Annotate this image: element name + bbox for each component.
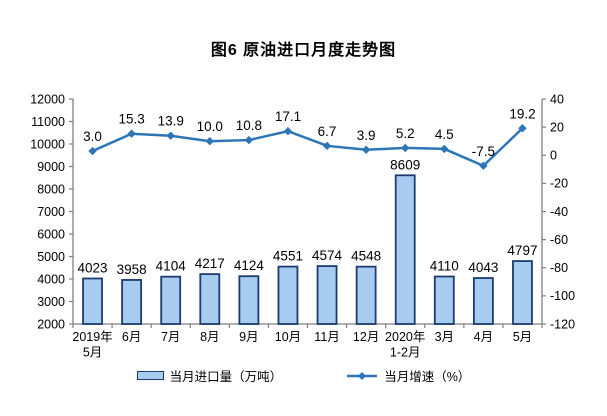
line-marker [479,161,488,170]
bar-value-label: 4551 [273,249,303,264]
bar-value-label: 4217 [195,256,225,271]
line-marker [283,127,293,136]
bar-value-label: 4548 [351,249,381,264]
x-category-label: 12月 [353,330,379,344]
y-left-tick-label: 12000 [30,92,65,106]
bar [160,275,182,325]
line-marker [88,146,97,156]
x-category-label: 10月 [275,330,301,344]
line-value-label: -7.5 [472,144,495,159]
y-right-tick-label: -120 [550,317,575,331]
x-category-label: 9月 [239,330,258,344]
bar-value-label: 4797 [507,243,537,258]
line-value-label: 15.3 [118,112,144,127]
legend-diamond-glyph [358,371,367,380]
bar [512,260,533,325]
legend-bar-label: 当月进口量（万吨） [169,370,283,384]
bar [316,265,338,325]
x-category-label: 11月 [314,330,339,344]
line-value-label: 10.0 [197,119,223,134]
line-value-label: 3.9 [357,128,376,143]
x-category-label: 3月 [435,330,454,344]
y-right-tick-label: -60 [550,233,568,247]
line-marker [127,129,136,138]
y-right-tick-label: 0 [550,149,557,163]
bar-value-label: 4043 [468,260,498,275]
x-category-label: 5月 [513,330,532,344]
chart-canvas: 2000 3000 4000 5000 6000 7000 8000 9000 10000 110… [30,92,575,360]
y-left-tick-label: 6000 [37,227,65,241]
line-series-swatch-icon [346,371,378,381]
x-category-label: 4月 [474,330,493,344]
y-left-tick-label: 4000 [37,272,65,286]
line-marker [244,135,254,145]
bar [199,273,221,325]
y-right-tick-label: -40 [550,205,568,219]
y-left-tick-label: 11000 [31,115,65,129]
line-marker [205,136,214,146]
bar-value-label: 3958 [117,262,147,277]
y-left-tick-label: 5000 [37,250,65,264]
line-value-label: 13.9 [158,114,184,129]
bar [121,279,143,325]
bar [472,277,494,325]
legend-line-label: 当月增速（%） [384,370,471,384]
bar [355,265,377,325]
line-value-label: 3.0 [83,129,102,144]
y-left-tick-label: 3000 [37,295,65,309]
bar [238,275,260,325]
legend-item-growth-rate: 当月增速（%） [346,366,470,385]
bar [82,277,103,325]
growth-line [92,127,524,168]
line-value-label: 5.2 [396,126,415,141]
line-marker [518,124,527,133]
bar-value-label: 4023 [78,260,108,275]
legend-item-import-volume: 当月进口量（万吨） [136,366,283,385]
bar [277,265,299,325]
x-category-label: 2019年 5月 [72,330,112,360]
y-left-tick-label: 9000 [37,160,65,174]
bar-series-swatch-icon [136,371,164,380]
x-category-label: 8月 [200,330,219,344]
line-value-label: 10.8 [236,118,262,133]
line-value-label: 6.7 [318,124,337,139]
line-marker [322,141,332,151]
y-left-tick-label: 10000 [30,137,65,151]
bar-value-label: 4110 [430,259,459,274]
x-category-label: 7月 [161,330,180,344]
line-marker [401,143,410,153]
chart-legend: 当月进口量（万吨） 当月增速（%） [0,366,607,385]
y-right-tick-label: -100 [550,289,575,303]
line-marker [440,144,449,154]
bar [433,275,455,325]
line-value-label: 17.1 [275,109,301,124]
line-marker [166,131,175,140]
bar-value-label: 4104 [156,259,187,274]
y-right-tick-label: 40 [550,92,564,106]
y-right-tick-label: -20 [550,177,568,191]
y-right-tick-label: -80 [550,261,568,275]
line-value-label: 4.5 [435,127,454,142]
bar-value-label: 8609 [390,157,420,172]
x-category-label: 2020年 1-2月 [385,330,425,360]
line-value-label: 19.2 [509,106,535,121]
y-left-tick-label: 7000 [37,205,65,219]
y-left-tick-label: 2000 [37,317,65,331]
x-category-label: 6月 [122,330,141,344]
y-left-tick-label: 8000 [37,182,65,196]
chart-title: 图6 原油进口月度走势图 [210,42,397,59]
bar [394,174,416,325]
y-right-tick-label: 20 [550,120,564,134]
line-marker [361,145,371,154]
bar-value-label: 4574 [312,248,343,263]
bar-value-label: 4124 [234,258,265,273]
